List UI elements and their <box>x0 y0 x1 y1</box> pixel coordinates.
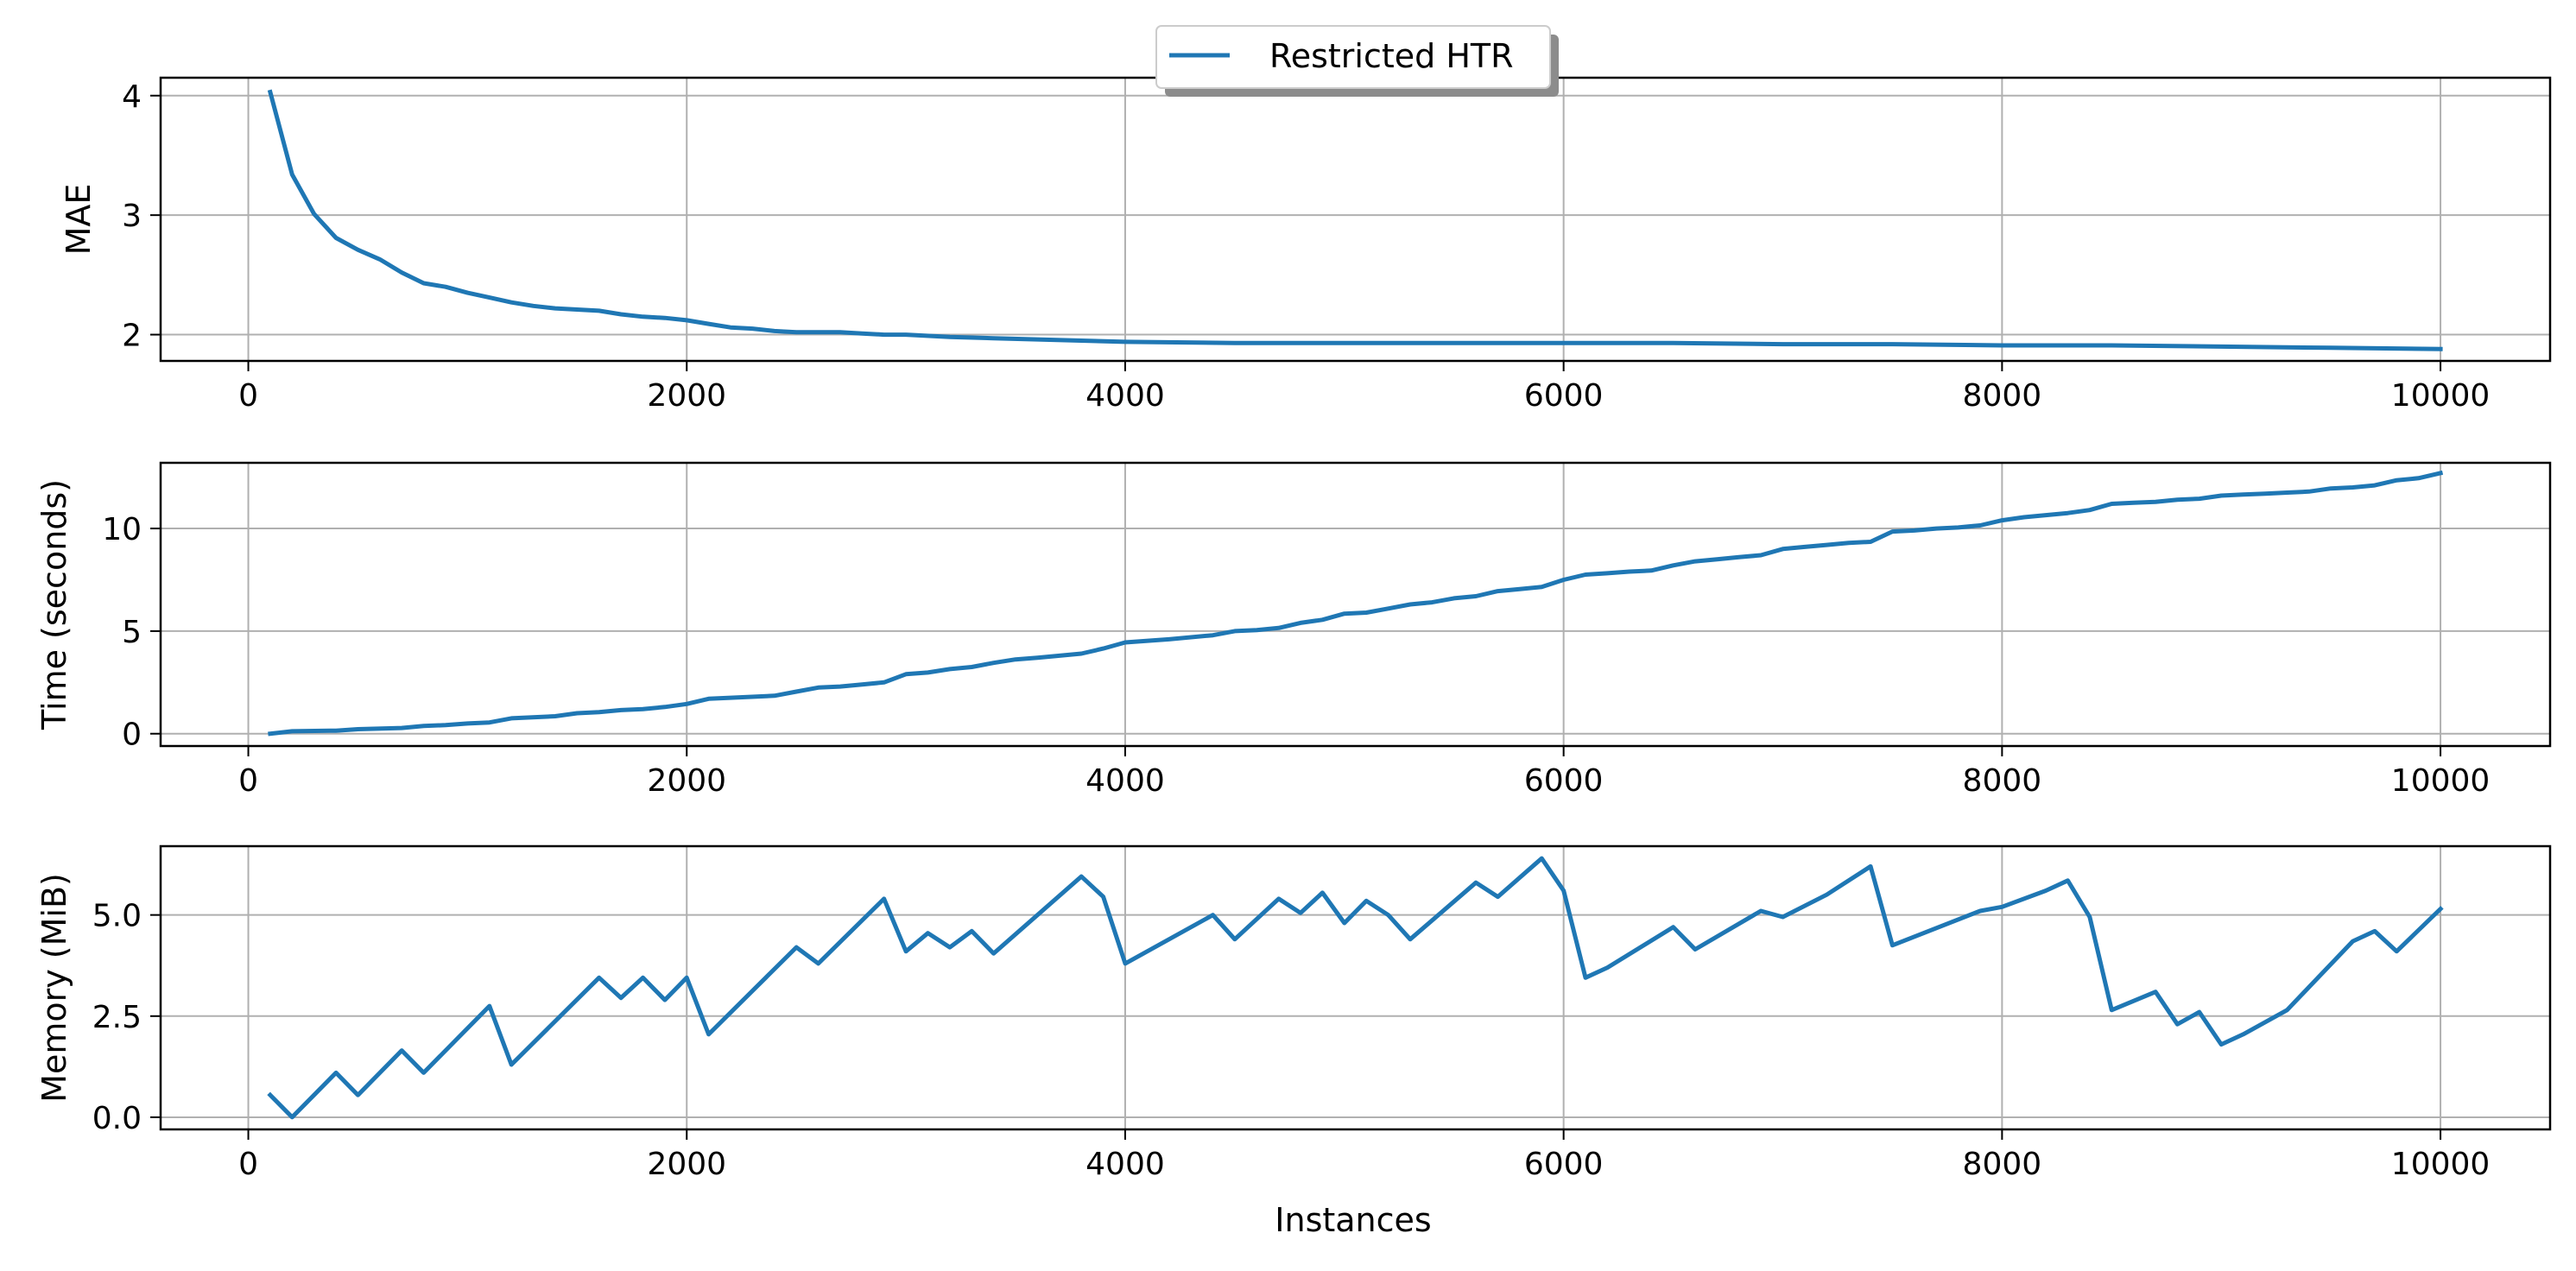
axes-frame <box>159 844 2552 1131</box>
y-axis-label: Time (seconds) <box>35 479 73 730</box>
y-tick-label: 10 <box>102 512 142 547</box>
y-tick-label: 0.0 <box>92 1101 142 1136</box>
x-tick-label: 8000 <box>1963 763 2042 799</box>
x-tick-label: 10000 <box>2391 763 2491 799</box>
x-tick-label: 4000 <box>1085 1147 1165 1182</box>
x-tick-label: 6000 <box>1524 763 1604 799</box>
series-line-restricted-htr <box>267 89 2443 351</box>
x-axis-label: Instances <box>1275 1201 1431 1239</box>
subplot-3: 0 2000 4000 6000 8000 10000 0.0 2.5 5.0 Memory (M… <box>35 844 2552 1182</box>
y-tick-label: 5 <box>122 615 142 650</box>
x-tick-label: 6000 <box>1524 1147 1604 1182</box>
x-tick-label: 6000 <box>1524 378 1604 414</box>
subplot-2: 0 2000 4000 6000 8000 10000 0 5 10 Time (seconds) <box>35 461 2552 799</box>
subplot-1: 0 2000 4000 6000 8000 10000 2 3 4 MAE <box>60 76 2552 414</box>
subplots-group: 0 2000 4000 6000 8000 10000 2 3 4 MAE 0 2000 4000 600… <box>35 76 2552 1182</box>
y-tick-label: 5.0 <box>92 899 142 934</box>
axes-frame <box>159 461 2552 748</box>
y-axis-label: MAE <box>60 184 98 256</box>
series-line-restricted-htr <box>268 470 2444 737</box>
legend: Restricted HTR <box>1155 25 1559 97</box>
legend-label-restricted-htr: Restricted HTR <box>1269 37 1514 75</box>
x-tick-label: 4000 <box>1085 378 1165 414</box>
x-tick-label: 8000 <box>1963 378 2042 414</box>
y-tick-label: 2 <box>122 319 142 354</box>
y-tick-label: 0 <box>122 718 142 753</box>
x-tick-label: 2000 <box>647 763 726 799</box>
x-tick-label: 2000 <box>647 378 726 414</box>
x-tick-label: 10000 <box>2391 378 2491 414</box>
series-line-restricted-htr <box>267 856 2444 1120</box>
x-tick-label: 4000 <box>1085 763 1165 799</box>
x-tick-label: 0 <box>238 378 258 414</box>
x-tick-label: 10000 <box>2391 1147 2491 1182</box>
x-tick-label: 0 <box>238 1147 258 1182</box>
y-tick-label: 4 <box>122 79 142 115</box>
x-tick-label: 8000 <box>1963 1147 2042 1182</box>
x-tick-label: 0 <box>238 763 258 799</box>
x-tick-label: 2000 <box>647 1147 726 1182</box>
legend-box <box>1155 25 1551 89</box>
y-tick-label: 3 <box>122 199 142 234</box>
y-axis-label: Memory (MiB) <box>35 873 73 1103</box>
y-tick-label: 2.5 <box>92 1000 142 1035</box>
